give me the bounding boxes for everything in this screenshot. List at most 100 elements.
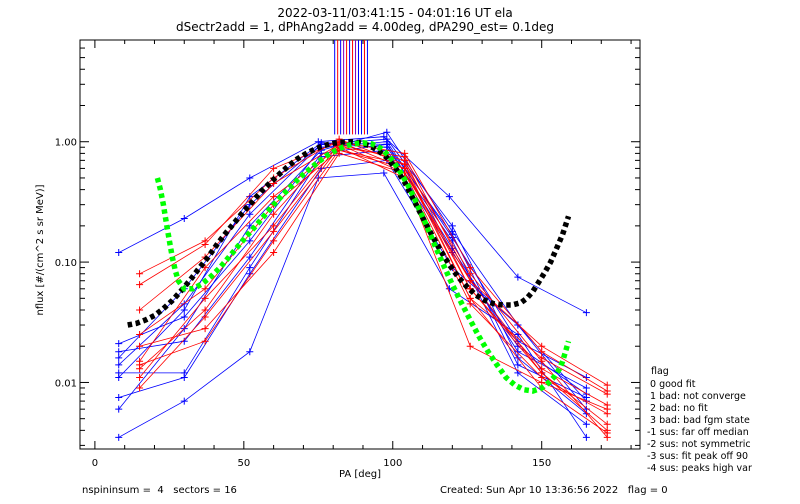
- data-point-marker: [466, 342, 474, 350]
- series-line: [118, 143, 587, 425]
- data-point-marker: [582, 309, 590, 317]
- y-axis-label: nflux [#/(cm^2 s sr MeV)]: [35, 184, 46, 315]
- data-point-marker: [466, 300, 474, 308]
- data-point-marker: [270, 227, 278, 235]
- legend-item: 3 bad: bad fgm state: [647, 415, 750, 426]
- data-point-marker: [317, 139, 325, 147]
- data-point-marker: [603, 420, 611, 428]
- legend-item: -1 sus: far off median: [647, 427, 749, 438]
- series-line: [118, 141, 587, 378]
- data-point-marker: [136, 373, 144, 381]
- data-point-marker: [180, 397, 188, 405]
- data-point-marker: [180, 369, 188, 377]
- data-point-marker: [514, 361, 522, 369]
- data-point-marker: [335, 149, 343, 157]
- series-line: [139, 152, 608, 415]
- data-point-marker: [246, 348, 254, 356]
- data-point-marker: [246, 237, 254, 245]
- data-point-marker: [115, 340, 123, 348]
- data-point-marker: [201, 313, 209, 321]
- flag-legend: flag 0 good fit 1 bad: not converge 2 ba…: [647, 366, 752, 474]
- data-point-marker: [136, 361, 144, 369]
- y-tick-label: 0.10: [55, 258, 77, 269]
- vertical-markers: [334, 40, 368, 135]
- data-point-marker: [314, 174, 322, 182]
- data-point-marker: [514, 348, 522, 356]
- series-line: [118, 136, 587, 314]
- data-point-marker: [466, 277, 474, 285]
- series-line: [139, 149, 608, 395]
- data-point-marker: [270, 237, 278, 245]
- series-line: [118, 159, 587, 410]
- data-point-marker: [136, 331, 144, 339]
- series-blue: [115, 139, 590, 401]
- data-point-marker: [270, 249, 278, 257]
- fit-curves: [127, 138, 572, 394]
- y-axis-ticks: 0.01 0.10 1.00: [55, 39, 640, 446]
- x-tick-label: 0: [92, 458, 98, 469]
- data-point-marker: [180, 337, 188, 345]
- data-point-marker: [180, 306, 188, 314]
- legend-item: 0 good fit: [647, 379, 696, 390]
- data-point-marker: [383, 140, 391, 148]
- fit-curve-green: [154, 140, 572, 394]
- series-line: [139, 149, 608, 434]
- series-red: [136, 149, 611, 418]
- data-point-marker: [538, 354, 546, 362]
- x-axis-label: PA [deg]: [339, 469, 381, 480]
- legend-item: 2 bad: no fit: [647, 403, 708, 414]
- series-red: [136, 143, 611, 413]
- legend-item: -2 sus: not symmetric: [647, 439, 751, 450]
- data-point-marker: [538, 365, 546, 373]
- data-point-marker: [270, 210, 278, 218]
- footer-left: nspininsum = 4 sectors = 16: [82, 485, 237, 496]
- data-point-marker: [445, 193, 453, 201]
- data-point-marker: [582, 433, 590, 441]
- data-point-marker: [246, 174, 254, 182]
- data-point-marker: [401, 153, 409, 161]
- data-point-marker: [115, 373, 123, 381]
- data-point-marker: [538, 342, 546, 350]
- data-point-marker: [136, 384, 144, 392]
- data-point-marker: [582, 420, 590, 428]
- x-tick-label: 150: [532, 458, 551, 469]
- data-point-marker: [270, 193, 278, 201]
- chart-title-line2: dSectr2add = 1, dPhAng2add = 4.00deg, dP…: [176, 20, 554, 34]
- data-point-marker: [603, 381, 611, 389]
- data-point-marker: [201, 294, 209, 302]
- data-point-marker: [136, 342, 144, 350]
- data-point-marker: [246, 193, 254, 201]
- x-tick-label: 100: [383, 458, 402, 469]
- data-point-marker: [538, 373, 546, 381]
- data-point-marker: [136, 306, 144, 314]
- data-point-marker: [115, 348, 123, 356]
- plot-frame: [79, 39, 641, 450]
- x-tick-label: 50: [237, 458, 250, 469]
- y-tick-label: 1.00: [55, 138, 77, 149]
- chart-title-line1: 2022-03-11/03:41:15 - 04:01:16 UT ela: [277, 6, 512, 20]
- data-point-marker: [201, 237, 209, 245]
- series-line: [139, 146, 608, 410]
- legend-title: flag: [651, 366, 669, 377]
- data-point-marker: [201, 325, 209, 333]
- data-point-marker: [603, 410, 611, 418]
- legend-item: -3 sus: fit peak off 90: [647, 451, 748, 462]
- data-point-marker: [115, 433, 123, 441]
- series-line: [118, 138, 587, 415]
- data-point-marker: [514, 273, 522, 281]
- data-point-marker: [246, 210, 254, 218]
- data-point-marker: [603, 401, 611, 409]
- series-red: [136, 140, 611, 434]
- series-red: [136, 140, 611, 409]
- series-line: [139, 146, 608, 389]
- data-point-marker: [270, 164, 278, 172]
- x-axis-ticks: 0 50 100 150: [92, 40, 632, 469]
- data-point-marker: [401, 160, 409, 168]
- fit-curve-black: [127, 138, 572, 328]
- series-red: [136, 143, 611, 392]
- data-point-marker: [603, 429, 611, 437]
- data-point-marker: [246, 253, 254, 261]
- data-point-marker: [201, 285, 209, 293]
- data-point-marker: [514, 337, 522, 345]
- data-point-marker: [115, 354, 123, 362]
